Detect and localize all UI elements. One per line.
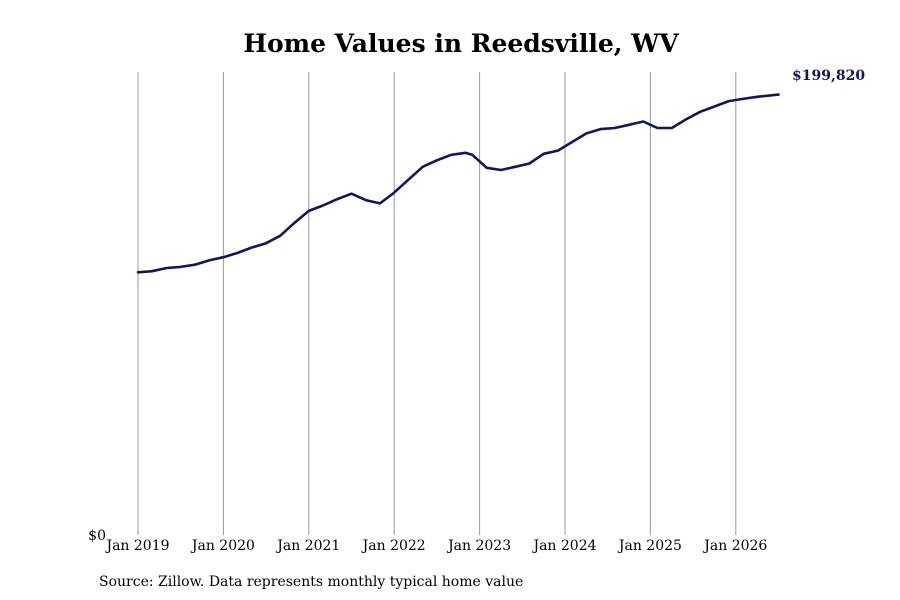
x-axis-ticks: Jan 2019 Jan 2020 Jan 2021 Jan 2022 Jan 2023…: [104, 538, 767, 554]
x-tick-label: Jan 2021: [275, 538, 340, 554]
x-tick-label: Jan 2024: [531, 538, 596, 554]
grid-layer: [137, 72, 737, 535]
x-tick-label: Jan 2020: [190, 538, 255, 554]
x-tick-label: Jan 2025: [617, 538, 682, 554]
x-tick-label: Jan 2022: [361, 538, 426, 554]
y-tick-label: $0: [88, 528, 106, 544]
x-tick-label: Jan 2026: [702, 538, 767, 554]
x-tick-label: Jan 2023: [446, 538, 511, 554]
chart-title: Home Values in Reedsville, WV: [243, 29, 679, 58]
home-value-series-line: [136, 93, 780, 274]
source-note: Source: Zillow. Data represents monthly …: [99, 574, 523, 590]
x-tick-label: Jan 2019: [104, 538, 169, 554]
end-value-label: $199,820: [792, 68, 865, 84]
